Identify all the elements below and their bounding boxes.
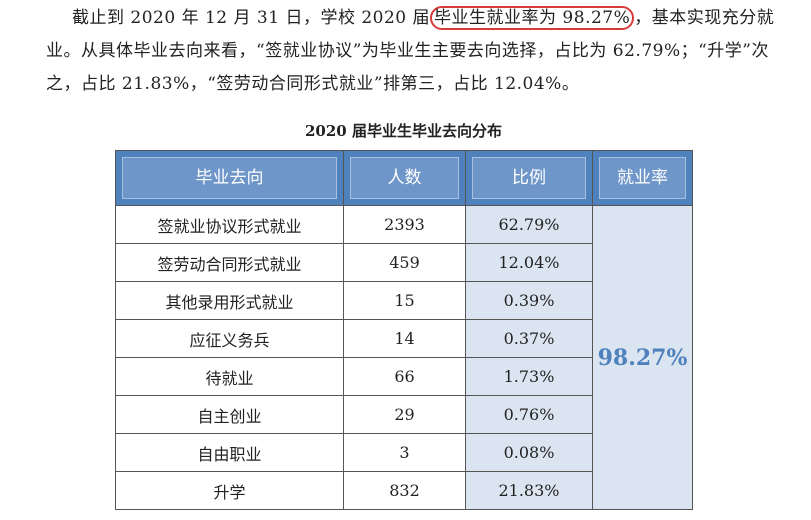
table: 毕业去向 人数 比例 就业率 签就业协议形式就业 2393 62.79% 98.27% 签劳动… bbox=[115, 150, 693, 510]
cell: 0.76% bbox=[465, 395, 593, 434]
cell: 459 bbox=[343, 243, 466, 282]
header-label: 毕业去向 bbox=[122, 157, 337, 199]
highlighted-text: 毕业生就业率为 98.27% bbox=[430, 6, 635, 30]
employment-rate: 98.27% bbox=[592, 205, 693, 510]
paragraph: 截止到 2020 年 12 月 31 日，学校 2020 届毕业生就业率为 98… bbox=[46, 2, 786, 101]
cell: 3 bbox=[343, 433, 466, 472]
cell: 1.73% bbox=[465, 357, 593, 396]
cell: 待就业 bbox=[115, 357, 344, 396]
table-row: 其他录用形式就业 15 0.39% bbox=[115, 281, 693, 320]
table-row: 应征义务兵 14 0.37% bbox=[115, 319, 693, 358]
cell: 12.04% bbox=[465, 243, 593, 282]
table-row: 升学 832 21.83% bbox=[115, 471, 693, 510]
cell: 0.39% bbox=[465, 281, 593, 320]
cell: 自由职业 bbox=[115, 433, 344, 472]
cell: 升学 bbox=[115, 471, 344, 510]
cell: 2393 bbox=[343, 205, 466, 244]
header-cell: 比例 bbox=[465, 150, 593, 206]
header-label: 就业率 bbox=[599, 157, 686, 199]
header-label: 人数 bbox=[350, 157, 459, 199]
cell: 66 bbox=[343, 357, 466, 396]
table-row: 待就业 66 1.73% bbox=[115, 357, 693, 396]
cell: 15 bbox=[343, 281, 466, 320]
cell: 29 bbox=[343, 395, 466, 434]
cell: 21.83% bbox=[465, 471, 593, 510]
cell: 0.37% bbox=[465, 319, 593, 358]
text: 截止到 2020 年 12 月 31 日，学校 2020 届 bbox=[72, 8, 431, 28]
cell: 签劳动合同形式就业 bbox=[115, 243, 344, 282]
header-cell: 毕业去向 bbox=[115, 150, 344, 206]
cell: 14 bbox=[343, 319, 466, 358]
table-row: 签就业协议形式就业 2393 62.79% 98.27% bbox=[115, 205, 693, 510]
table-row: 自主创业 29 0.76% bbox=[115, 395, 693, 434]
table-body: 签就业协议形式就业 2393 62.79% 98.27% 签劳动合同形式就业 459 12.… bbox=[115, 205, 693, 510]
cell: 0.08% bbox=[465, 433, 593, 472]
cell: 832 bbox=[343, 471, 466, 510]
cell: 签就业协议形式就业 bbox=[115, 205, 344, 244]
header-cell: 就业率 bbox=[592, 150, 693, 206]
cell: 自主创业 bbox=[115, 395, 344, 434]
header-label: 比例 bbox=[472, 157, 586, 199]
header-row: 毕业去向 人数 比例 就业率 bbox=[115, 150, 693, 206]
table-row: 自由职业 3 0.08% bbox=[115, 433, 693, 472]
cell: 62.79% bbox=[465, 205, 593, 244]
table-row: 签劳动合同形式就业 459 12.04% bbox=[115, 243, 693, 282]
cell: 应征义务兵 bbox=[115, 319, 344, 358]
header-cell: 人数 bbox=[343, 150, 466, 206]
table-title: 2020 届毕业生毕业去向分布 bbox=[305, 122, 502, 140]
text: ，基本实现充分就业。从具体毕业去向来看，“签就业协议”为毕业生主要去向选择，占比… bbox=[46, 8, 775, 94]
cell: 其他录用形式就业 bbox=[115, 281, 344, 320]
